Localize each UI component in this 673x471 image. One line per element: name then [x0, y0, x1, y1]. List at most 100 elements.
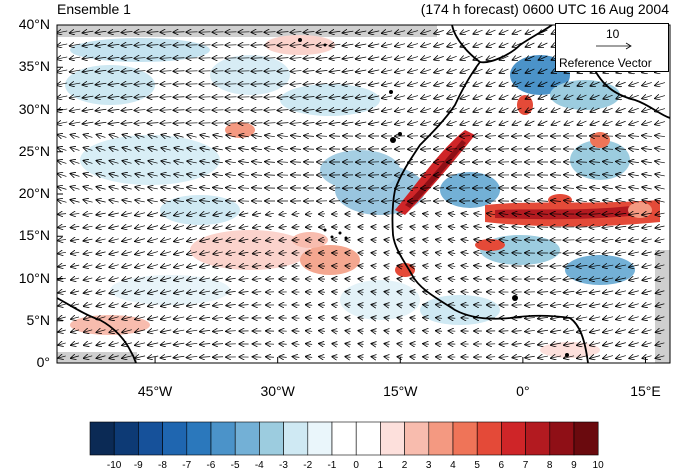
wind-vector [603, 108, 613, 112]
wind-vector [200, 291, 211, 293]
wind-vector [499, 136, 509, 137]
wind-vector [500, 344, 509, 345]
wind-vector [590, 291, 601, 293]
colorbar-label: -7 [182, 460, 192, 471]
wind-vector [71, 291, 80, 293]
axis-ticks [57, 24, 646, 364]
wind-vector [213, 135, 223, 137]
wind-vector [83, 187, 93, 190]
wind-vector [356, 57, 367, 59]
wind-vector [461, 305, 469, 306]
wind-vector [71, 161, 80, 164]
wind-vector [552, 82, 561, 86]
wind-vector [616, 200, 626, 202]
wind-vector [526, 95, 535, 99]
wind-vector [474, 266, 482, 267]
wind-vector [148, 71, 159, 72]
wind-vector [332, 331, 338, 332]
wind-vector [421, 43, 431, 46]
wind-vector [278, 97, 289, 98]
wind-vector [385, 331, 390, 332]
wind-vector [473, 43, 483, 47]
wind-vector [239, 318, 249, 319]
wind-vector [253, 213, 262, 215]
wind-vector [304, 44, 315, 45]
wind-vector [240, 252, 249, 254]
wind-vector [213, 252, 223, 254]
wind-vector [473, 121, 483, 125]
wind-vector [161, 58, 172, 59]
wind-vector [473, 149, 483, 150]
wind-vector [372, 344, 377, 345]
wind-vector [629, 278, 639, 280]
lat-tick-label: 20°N [18, 185, 50, 201]
colorbar [89, 421, 599, 456]
wind-vector [122, 83, 133, 84]
wind-vector [578, 82, 587, 86]
lat-tick-label: 30°N [18, 100, 50, 117]
wind-vector [398, 305, 403, 306]
wind-vector [135, 213, 146, 216]
wind-vector [200, 161, 210, 163]
wind-vector [174, 148, 184, 150]
wind-vector [449, 318, 456, 319]
wind-vector [265, 58, 276, 59]
wind-vector [500, 240, 509, 241]
colorbar-label: 7 [522, 460, 529, 471]
wind-vector [213, 239, 223, 241]
wind-vector [526, 56, 535, 60]
wind-vector [109, 252, 119, 254]
wind-vector [293, 214, 300, 215]
wind-vector [655, 174, 665, 176]
wind-vector [577, 200, 587, 201]
wind-vector [447, 82, 457, 85]
wind-vector [239, 292, 249, 293]
wind-vector [487, 30, 496, 34]
wind-vector [58, 304, 66, 306]
wind-vector [58, 330, 66, 332]
wind-vector [372, 318, 377, 319]
wind-vector [187, 252, 198, 255]
wind-vector [356, 201, 366, 202]
wind-vector [293, 240, 300, 241]
wind-vector [577, 304, 588, 306]
wind-vector [577, 187, 587, 188]
wind-vector [590, 304, 601, 306]
wind-vector [578, 95, 587, 99]
wind-vector [408, 188, 418, 189]
wind-vector [96, 83, 107, 84]
wind-vector [616, 291, 627, 293]
wind-vector [629, 136, 639, 137]
wind-vector [293, 227, 300, 228]
wind-vector [487, 266, 496, 267]
colorbar-label: -8 [158, 460, 167, 471]
wind-vector [83, 44, 94, 46]
wind-vector [148, 304, 159, 307]
wind-vector [345, 318, 350, 319]
wind-vector [356, 70, 367, 72]
wind-vector [462, 226, 469, 227]
wind-vector [71, 239, 80, 240]
wind-vector [71, 330, 80, 332]
wind-vector [135, 265, 145, 268]
wind-vector [135, 71, 146, 72]
wind-vector [96, 226, 106, 228]
colorbar-swatch [476, 421, 502, 456]
wind-vector [266, 213, 274, 214]
wind-vector [149, 135, 158, 138]
wind-vector [96, 265, 106, 267]
wind-vector [213, 187, 223, 188]
wind-vector [71, 187, 80, 190]
lon-tick-label: 0° [516, 383, 530, 399]
wind-vector [385, 292, 390, 293]
wind-vector [265, 45, 276, 46]
wind-vector [135, 58, 146, 59]
wind-vector [512, 343, 522, 344]
wind-vector [421, 108, 431, 111]
wind-vector [226, 304, 236, 305]
wind-vector [590, 343, 601, 346]
wind-vector [590, 356, 601, 359]
wind-vector [84, 239, 93, 241]
wind-vector [629, 226, 640, 228]
wind-vector [539, 121, 548, 125]
